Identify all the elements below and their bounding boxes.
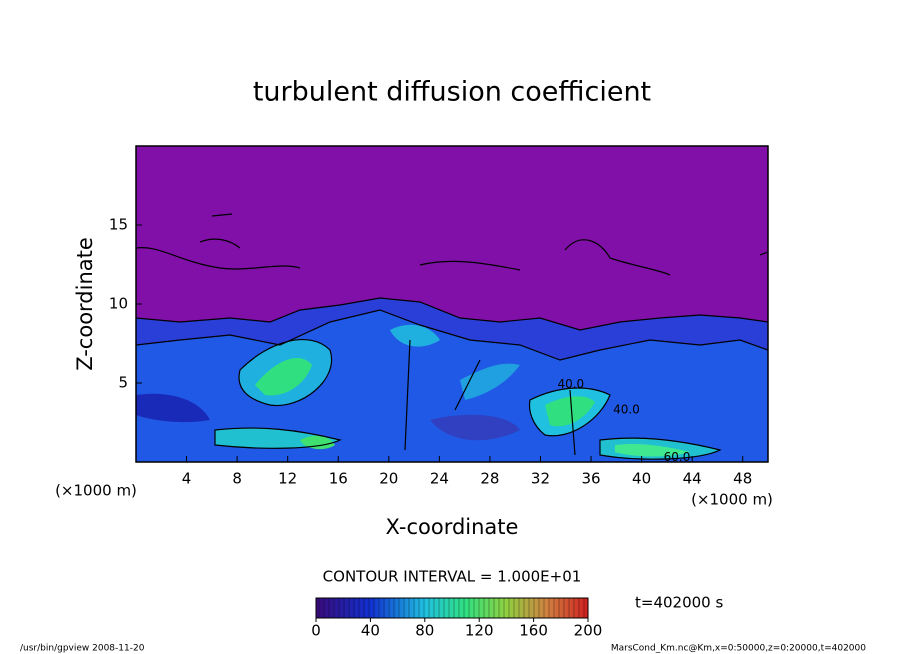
colorbar-tick-label: 200 [574, 622, 603, 640]
y-tick-label: 10 [109, 295, 128, 313]
x-tick-label: 48 [733, 470, 752, 488]
x-tick-label: 44 [683, 470, 702, 488]
colorbar-frame [315, 597, 589, 619]
x-tick-label: 4 [182, 470, 192, 488]
colorbar-tick-label: 0 [311, 622, 321, 640]
x-tick-label: 36 [581, 470, 600, 488]
y-tick-label: 15 [109, 216, 128, 234]
x-tick-label: 16 [329, 470, 348, 488]
x-tick-label: 28 [480, 470, 499, 488]
contour-field [136, 146, 768, 462]
x-tick-label: 12 [278, 470, 297, 488]
x-tick-label: 32 [531, 470, 550, 488]
contour-label: 60.0 [664, 450, 691, 464]
time-label: t=402000 s [635, 594, 723, 612]
chart-title: turbulent diffusion coefficient [253, 77, 651, 108]
colorbar-fill [316, 598, 588, 618]
x-tick-label: 24 [430, 470, 449, 488]
y-unit-label: (×1000 m) [55, 482, 137, 500]
x-tick-label: 20 [379, 470, 398, 488]
x-unit-label: (×1000 m) [691, 491, 773, 509]
y-axis-label: Z-coordinate [73, 237, 97, 371]
x-tick-label: 40 [632, 470, 651, 488]
contour-label: 40.0 [557, 377, 584, 391]
colorbar-tick-label: 40 [361, 622, 380, 640]
y-tick-label: 5 [118, 374, 128, 392]
x-tick-label: 8 [232, 470, 242, 488]
contour-label: 40.0 [613, 402, 640, 416]
x-axis-label: X-coordinate [386, 515, 519, 539]
contour-interval: CONTOUR INTERVAL = 1.000E+01 [323, 568, 582, 586]
colorbar-tick-label: 120 [465, 622, 494, 640]
colorbar [315, 597, 589, 619]
footer-right: MarsCond_Km.nc@Km,x=0:50000,z=0:20000,t=… [611, 644, 866, 654]
colorbar-tick-label: 80 [415, 622, 434, 640]
colorbar-tick-label: 160 [519, 622, 548, 640]
footer-left: /usr/bin/gpview 2008-11-20 [20, 644, 145, 654]
